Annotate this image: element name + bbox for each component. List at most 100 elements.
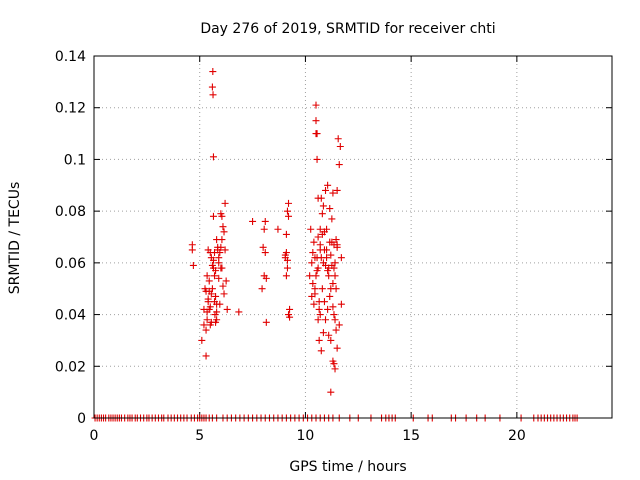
data-point bbox=[331, 272, 339, 280]
grid-lines bbox=[93, 55, 612, 419]
data-point bbox=[327, 336, 335, 344]
data-point bbox=[323, 246, 331, 254]
data-point bbox=[313, 155, 321, 163]
x-axis-label: GPS time / hours bbox=[289, 459, 406, 475]
data-point bbox=[312, 117, 320, 125]
data-point bbox=[218, 236, 226, 244]
data-point bbox=[335, 321, 343, 329]
data-point bbox=[313, 254, 321, 262]
data-point bbox=[336, 143, 344, 150]
data-point bbox=[322, 316, 330, 324]
data-point bbox=[333, 186, 341, 194]
data-point bbox=[220, 290, 228, 298]
y-tick-labels: 0 0.02 0.04 0.06 0.08 0.1 0.12 0.14 bbox=[55, 49, 86, 427]
data-point bbox=[211, 298, 219, 306]
data-point bbox=[223, 305, 231, 313]
data-point bbox=[274, 225, 282, 233]
data-point bbox=[325, 331, 333, 339]
data-point bbox=[319, 202, 327, 210]
data-point bbox=[203, 308, 211, 316]
data-point bbox=[335, 161, 343, 169]
data-point bbox=[320, 228, 328, 236]
data-point bbox=[221, 199, 229, 207]
data-point bbox=[314, 316, 322, 324]
x-tick-labels: 0 5 10 15 20 bbox=[90, 428, 526, 444]
data-point bbox=[307, 225, 315, 233]
data-point bbox=[212, 292, 220, 300]
data-point bbox=[330, 360, 338, 368]
data-point bbox=[198, 336, 206, 344]
data-point bbox=[281, 254, 289, 262]
data-point bbox=[189, 261, 197, 269]
data-points bbox=[91, 68, 581, 422]
data-point bbox=[235, 308, 243, 316]
data-point bbox=[309, 280, 317, 288]
data-point bbox=[317, 347, 325, 355]
data-point bbox=[316, 225, 324, 233]
x-tick-label: 15 bbox=[402, 428, 420, 444]
data-point bbox=[188, 246, 196, 254]
data-point bbox=[331, 259, 339, 267]
data-point bbox=[331, 316, 339, 324]
data-point bbox=[259, 243, 267, 251]
data-point bbox=[219, 223, 227, 231]
data-point bbox=[285, 199, 293, 207]
data-point bbox=[319, 329, 327, 337]
y-tick-label: 0.02 bbox=[55, 359, 86, 375]
y-axis-label: SRMTID / TECUs bbox=[7, 182, 23, 295]
data-point bbox=[215, 254, 223, 262]
data-point bbox=[209, 91, 217, 99]
data-point bbox=[282, 230, 290, 238]
data-point bbox=[329, 280, 337, 288]
data-point bbox=[324, 305, 332, 313]
data-point bbox=[318, 285, 326, 293]
data-point bbox=[211, 272, 219, 280]
data-point bbox=[310, 238, 318, 246]
data-point bbox=[203, 316, 211, 324]
y-tick-label: 0.12 bbox=[55, 101, 86, 117]
axis-ticks bbox=[93, 55, 612, 419]
data-point bbox=[213, 308, 221, 316]
chart-title: Day 276 of 2019, SRMTID for receiver cht… bbox=[200, 21, 495, 37]
data-point bbox=[212, 318, 220, 326]
data-point bbox=[286, 313, 294, 321]
data-point bbox=[200, 321, 208, 329]
data-point bbox=[308, 259, 316, 267]
data-point bbox=[262, 318, 270, 326]
data-point bbox=[314, 233, 322, 241]
data-point bbox=[317, 194, 325, 202]
data-point bbox=[286, 305, 294, 313]
data-point bbox=[315, 305, 323, 313]
y-tick-label: 0.06 bbox=[55, 256, 86, 272]
data-point bbox=[313, 130, 321, 138]
data-point bbox=[322, 186, 330, 194]
data-point bbox=[306, 272, 314, 280]
data-point bbox=[316, 241, 324, 249]
x-tick-label: 0 bbox=[90, 428, 99, 444]
data-point bbox=[313, 267, 321, 275]
data-point bbox=[328, 215, 336, 223]
data-point bbox=[311, 290, 319, 298]
data-point bbox=[333, 344, 341, 352]
data-point bbox=[334, 135, 342, 143]
data-point bbox=[222, 277, 230, 285]
data-point bbox=[330, 264, 338, 272]
data-point bbox=[323, 254, 331, 262]
data-point bbox=[324, 181, 332, 189]
data-point bbox=[333, 243, 341, 251]
data-point bbox=[215, 274, 223, 282]
data-point bbox=[220, 228, 228, 236]
data-point bbox=[214, 246, 222, 254]
data-point bbox=[206, 303, 214, 311]
data-point bbox=[332, 326, 340, 334]
data-point bbox=[326, 292, 334, 300]
data-point bbox=[326, 205, 334, 213]
data-point bbox=[309, 249, 317, 257]
data-point bbox=[282, 249, 290, 257]
data-point bbox=[330, 311, 338, 319]
data-point bbox=[332, 236, 340, 244]
data-point bbox=[217, 264, 225, 272]
y-tick-label: 0.14 bbox=[55, 49, 86, 65]
data-point bbox=[209, 212, 217, 220]
y-tick-label: 0.08 bbox=[55, 204, 86, 220]
